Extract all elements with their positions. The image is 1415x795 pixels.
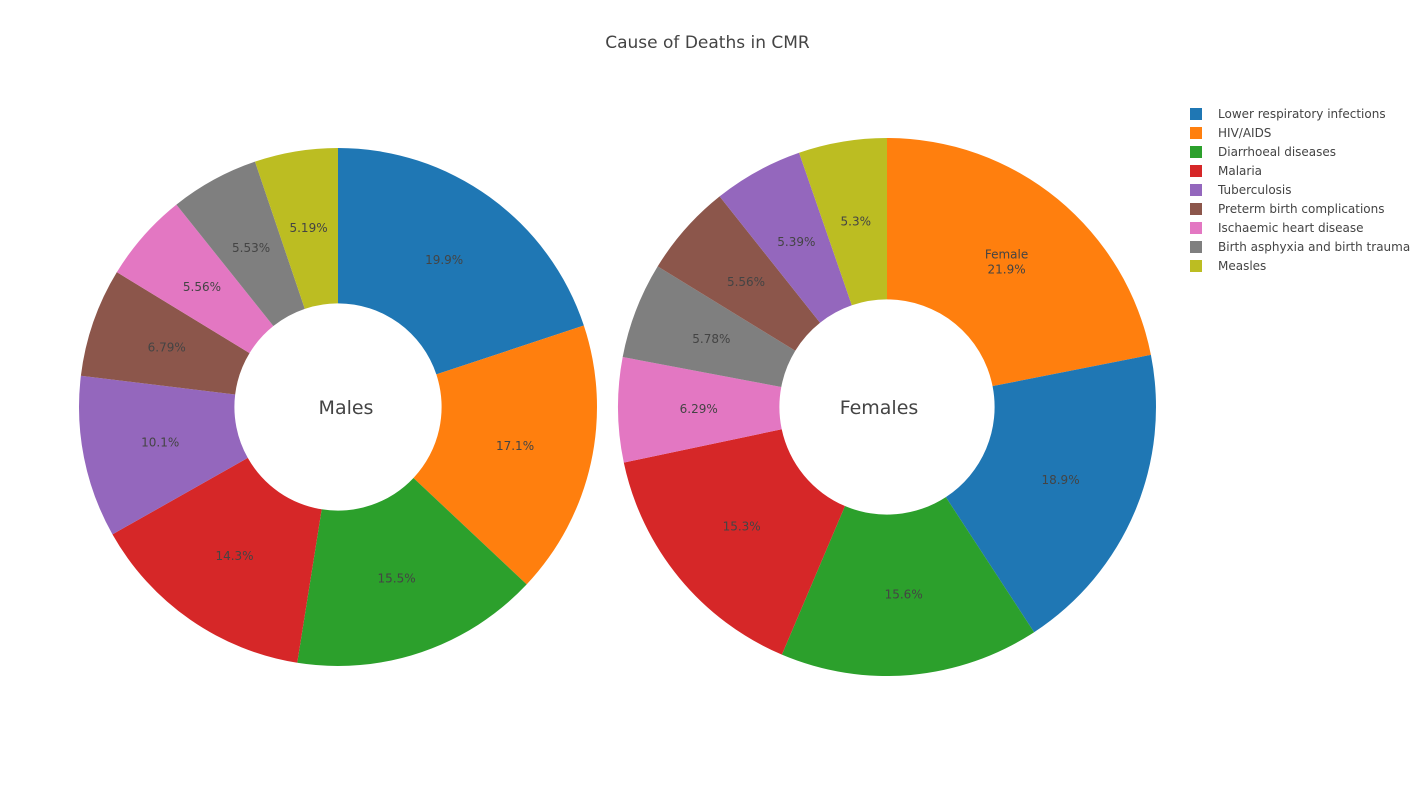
slice-label-males-tuberculosis: 10.1% (141, 435, 179, 449)
slice-females-hiv-aids[interactable] (887, 138, 1151, 387)
slice-label-males-malaria: 14.3% (215, 549, 253, 563)
slice-females-lower-respiratory-infections[interactable] (945, 354, 1156, 633)
slice-males-tuberculosis[interactable] (79, 375, 248, 535)
slice-females-measles[interactable] (799, 138, 887, 306)
legend-item-hiv-aids[interactable]: HIV/AIDS (1190, 123, 1410, 142)
slice-label-females-preterm-birth-complications: 5.56% (727, 275, 765, 289)
slice-label-males-lower-respiratory-infections: 19.9% (425, 253, 463, 267)
legend-label: Tuberculosis (1218, 182, 1292, 197)
slice-females-diarrhoeal-diseases[interactable] (781, 497, 1035, 676)
legend-label: Diarrhoeal diseases (1218, 144, 1337, 159)
slice-males-diarrhoeal-diseases[interactable] (297, 477, 527, 667)
legend-label: Preterm birth complications (1218, 201, 1385, 216)
legend-swatch (1190, 202, 1202, 215)
donut-females: Female 21.9% 18.9% 15.6% 15.3% 6.29% 5.78% 5.56… (617, 138, 1156, 676)
legend-swatch (1190, 107, 1202, 120)
legend-item-preterm-birth-complications[interactable]: Preterm birth complications (1190, 199, 1410, 218)
legend-swatch (1190, 145, 1202, 158)
legend-label: Birth asphyxia and birth trauma (1218, 239, 1411, 254)
legend-swatch (1190, 259, 1202, 272)
legend-item-measles[interactable]: Measles (1190, 256, 1410, 275)
legend-label: Lower respiratory infections (1218, 106, 1386, 121)
slice-males-malaria[interactable] (112, 457, 322, 663)
slice-label-males-diarrhoeal-diseases: 15.5% (378, 572, 416, 586)
legend-item-lower-respiratory-infections[interactable]: Lower respiratory infections (1190, 104, 1410, 123)
legend-swatch (1190, 240, 1202, 253)
legend[interactable]: Lower respiratory infections HIV/AIDS Diar… (1190, 104, 1410, 275)
slice-males-lower-respiratory-infections[interactable] (338, 148, 584, 375)
slice-females-tuberculosis[interactable] (719, 152, 852, 323)
slice-label-males-measles: 5.19% (289, 221, 327, 235)
legend-item-malaria[interactable]: Malaria (1190, 161, 1410, 180)
legend-item-birth-asphyxia-and-birth-trauma[interactable]: Birth asphyxia and birth trauma (1190, 237, 1410, 256)
chart-title: Cause of Deaths in CMR (605, 33, 810, 53)
slice-label-females-diarrhoeal-diseases: 15.6% (885, 588, 923, 602)
slice-label-females-measles: 5.3% (841, 214, 872, 228)
slice-males-preterm-birth-complications[interactable] (80, 272, 250, 395)
legend-item-diarrhoeal-diseases[interactable]: Diarrhoeal diseases (1190, 142, 1410, 161)
slice-label-males-hiv-aids: 17.1% (496, 439, 534, 453)
slice-label-females-birth-asphyxia-and-birth-trauma: 5.78% (692, 332, 730, 346)
slice-label-females-tuberculosis: 5.39% (777, 235, 815, 249)
slice-females-birth-asphyxia-and-birth-trauma[interactable] (622, 266, 796, 388)
legend-item-tuberculosis[interactable]: Tuberculosis (1190, 180, 1410, 199)
slice-label-females-lower-respiratory-infections: 18.9% (1041, 473, 1079, 487)
slice-males-hiv-aids[interactable] (413, 325, 597, 585)
slice-males-ischaemic-heart-disease[interactable] (116, 204, 274, 354)
slice-label-males-birth-asphyxia-and-birth-trauma: 5.53% (232, 241, 270, 255)
legend-label: Ischaemic heart disease (1218, 220, 1364, 235)
legend-label: Measles (1218, 258, 1267, 273)
donut-males: 19.9% 17.1% 15.5% 14.3% 10.1% 6.79% 5.56% 5.53%… (79, 148, 597, 667)
center-label-males: Males (319, 397, 374, 419)
legend-swatch (1190, 126, 1202, 139)
legend-item-ischaemic-heart-disease[interactable]: Ischaemic heart disease (1190, 218, 1410, 237)
slice-females-preterm-birth-complications[interactable] (657, 196, 821, 351)
slice-females-malaria[interactable] (623, 429, 845, 655)
slice-label-females-hiv-aids: Female 21.9% (985, 248, 1028, 277)
slice-females-ischaemic-heart-disease[interactable] (617, 357, 782, 463)
legend-swatch (1190, 221, 1202, 234)
legend-label: Malaria (1218, 163, 1263, 178)
legend-label: HIV/AIDS (1218, 125, 1272, 140)
slice-label-males-preterm-birth-complications: 6.79% (148, 341, 186, 355)
legend-swatch (1190, 183, 1202, 196)
legend-swatch (1190, 164, 1202, 177)
slice-males-measles[interactable] (255, 148, 338, 309)
slice-label-females-malaria: 15.3% (723, 520, 761, 534)
slice-label-females-ischaemic-heart-disease: 6.29% (680, 402, 718, 416)
slice-males-birth-asphyxia-and-birth-trauma[interactable] (176, 161, 305, 327)
slice-label-males-ischaemic-heart-disease: 5.56% (183, 280, 221, 294)
center-label-females: Females (840, 397, 919, 419)
